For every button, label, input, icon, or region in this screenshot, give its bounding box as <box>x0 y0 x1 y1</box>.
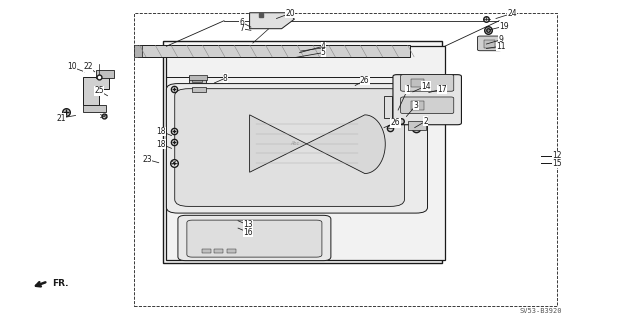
Text: 21: 21 <box>56 114 65 122</box>
Bar <box>411 79 424 87</box>
Text: 25: 25 <box>94 86 104 95</box>
Polygon shape <box>83 77 109 105</box>
Bar <box>408 121 426 130</box>
Text: 10: 10 <box>67 63 77 71</box>
Bar <box>202 249 211 253</box>
Text: 18: 18 <box>157 127 166 136</box>
FancyBboxPatch shape <box>401 75 454 91</box>
Text: SV53-B3920: SV53-B3920 <box>520 308 562 314</box>
Polygon shape <box>250 115 385 174</box>
FancyBboxPatch shape <box>187 220 322 257</box>
Text: 15: 15 <box>552 159 562 168</box>
Text: 22: 22 <box>84 63 93 71</box>
Bar <box>192 77 202 82</box>
Text: 26: 26 <box>360 76 370 85</box>
Bar <box>484 40 495 48</box>
Text: 3: 3 <box>413 101 419 110</box>
Text: FR.: FR. <box>52 279 69 288</box>
Text: 6: 6 <box>239 18 244 27</box>
Text: 12: 12 <box>552 151 561 160</box>
Bar <box>134 13 557 306</box>
Text: 16: 16 <box>243 228 253 237</box>
Bar <box>411 101 424 110</box>
Text: 23: 23 <box>142 155 152 164</box>
Bar <box>214 249 223 253</box>
FancyBboxPatch shape <box>477 36 502 51</box>
Text: 18: 18 <box>157 140 166 149</box>
Polygon shape <box>189 76 206 83</box>
Polygon shape <box>83 105 106 112</box>
Polygon shape <box>138 45 410 57</box>
Text: 5: 5 <box>321 48 326 57</box>
Polygon shape <box>166 46 445 260</box>
Text: 2: 2 <box>423 117 428 126</box>
FancyBboxPatch shape <box>166 84 428 213</box>
FancyBboxPatch shape <box>401 97 454 114</box>
Text: 1: 1 <box>405 85 410 94</box>
Text: 11: 11 <box>496 42 505 51</box>
Bar <box>189 75 207 80</box>
Text: Abc: Abc <box>290 141 299 146</box>
FancyBboxPatch shape <box>178 215 331 261</box>
Bar <box>192 87 206 92</box>
Text: 4: 4 <box>321 42 326 51</box>
Text: 9: 9 <box>498 35 503 44</box>
Text: 19: 19 <box>499 22 509 31</box>
Polygon shape <box>163 41 442 263</box>
Text: 17: 17 <box>436 85 447 94</box>
Text: 14: 14 <box>420 82 431 91</box>
FancyBboxPatch shape <box>175 89 404 206</box>
Text: 24: 24 <box>507 9 517 18</box>
Text: 7: 7 <box>239 24 244 33</box>
Bar <box>227 249 236 253</box>
Polygon shape <box>134 45 142 57</box>
Polygon shape <box>250 13 294 29</box>
FancyBboxPatch shape <box>393 75 461 125</box>
Text: 26: 26 <box>390 118 401 127</box>
Text: 8: 8 <box>223 74 228 83</box>
Text: 20: 20 <box>285 9 295 18</box>
Polygon shape <box>96 70 114 78</box>
Bar <box>384 96 392 118</box>
Text: 13: 13 <box>243 220 253 229</box>
